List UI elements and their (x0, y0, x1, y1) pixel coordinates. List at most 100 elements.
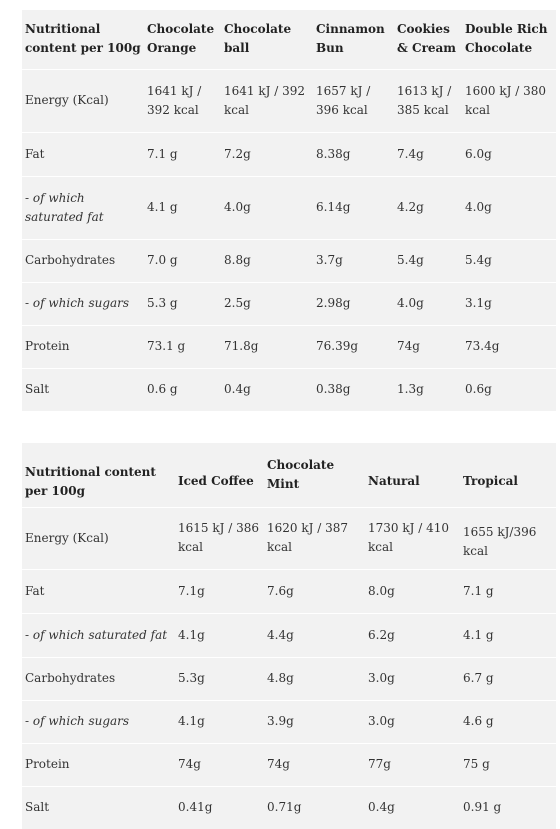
nutrition-table-1: Nutritional content per 100g Chocolate O… (22, 10, 556, 411)
table-cell: 74g (175, 742, 264, 786)
table-cell: 71.8g (221, 324, 313, 368)
table-row: - of which sugars 5.3 g 2.5g 2.98g 4.0g … (22, 281, 556, 325)
table-row: Fat 7.1 g 7.2g 8.38g 7.4g 6.0g (22, 131, 556, 176)
table-cell: 5.3 g (144, 281, 221, 325)
table-cell: 77g (365, 742, 460, 786)
table-cell: 4.0g (462, 175, 556, 239)
table-cell: 6.0g (462, 131, 556, 176)
table-row: - of which saturated fat 4.1g 4.4g 6.2g … (22, 612, 556, 657)
table-cell: 73.4g (462, 324, 556, 368)
header-natural: Natural (368, 474, 420, 489)
row-label: - of which saturated fat (22, 612, 175, 657)
table-cell: 1615 kJ / 386 kcal (175, 506, 264, 569)
table-cell: 1.3g (394, 367, 462, 411)
row-label: Fat (22, 568, 175, 613)
table-cell: 3.0g (365, 656, 460, 700)
table-cell: 7.1 g (460, 568, 556, 613)
header-nutrient: Nutritional content per 100g (25, 22, 141, 56)
row-label: Fat (22, 131, 144, 176)
table-cell: 0.91 g (460, 785, 556, 829)
header-chocolate-ball: Chocolate ball (224, 22, 292, 56)
table-cell: 8.0g (365, 568, 460, 613)
table-cell: 74g (264, 742, 365, 786)
table-cell: 2.98g (313, 281, 394, 325)
table-row: Fat 7.1g 7.6g 8.0g 7.1 g (22, 568, 556, 613)
table-row: - of which saturated fat 4.1 g 4.0g 6.14… (22, 175, 556, 239)
table-cell: 4.1 g (144, 175, 221, 239)
table-cell: 0.4g (221, 367, 313, 411)
header-tropical: Tropical (463, 474, 518, 489)
row-label: - of which saturated fat (22, 175, 144, 239)
header-iced-coffee: Iced Coffee (178, 474, 254, 489)
table-cell: 6.7 g (460, 656, 556, 700)
table-cell: 4.6 g (460, 699, 556, 743)
row-label: Protein (22, 742, 175, 786)
row-label: Energy (Kcal) (22, 506, 175, 569)
table-row: Protein 73.1 g 71.8g 76.39g 74g 73.4g (22, 324, 556, 368)
table-cell: 0.41g (175, 785, 264, 829)
table-cell: 4.1g (175, 699, 264, 743)
table-cell: 4.0g (221, 175, 313, 239)
header-chocolate-mint: Chocolate Mint (267, 457, 335, 491)
row-label: Carbohydrates (22, 656, 175, 700)
table-row: Salt 0.41g 0.71g 0.4g 0.91 g (22, 785, 556, 829)
table-cell: 0.4g (365, 785, 460, 829)
table-cell: 7.1g (175, 568, 264, 613)
table-row: Carbohydrates 5.3g 4.8g 3.0g 6.7 g (22, 656, 556, 700)
row-label: Energy (Kcal) (22, 68, 144, 132)
table-cell: 1730 kJ / 410 kcal (365, 506, 460, 569)
table-cell: 76.39g (313, 324, 394, 368)
table-cell: 7.6g (264, 568, 365, 613)
table-cell: 8.8g (221, 238, 313, 282)
table-row: Carbohydrates 7.0 g 8.8g 3.7g 5.4g 5.4g (22, 238, 556, 282)
row-label: - of which sugars (22, 699, 175, 743)
table-cell: 1613 kJ / 385 kcal (394, 68, 462, 132)
table-cell: 0.6g (462, 367, 556, 411)
table-row: Energy (Kcal) 1641 kJ / 392 kcal 1641 kJ… (22, 68, 556, 132)
header-cinnamon-bun: Cinnamon Bun (316, 22, 385, 56)
table-cell: 5.4g (462, 238, 556, 282)
table-cell: 0.71g (264, 785, 365, 829)
table-cell: 3.7g (313, 238, 394, 282)
table-cell: 75 g (460, 742, 556, 786)
header-double-rich-chocolate: Double Rich Chocolate (465, 22, 548, 56)
table-cell: 7.2g (221, 131, 313, 176)
table-row: - of which sugars 4.1g 3.9g 3.0g 4.6 g (22, 699, 556, 743)
table-cell: 6.2g (365, 612, 460, 657)
table-cell: 3.1g (462, 281, 556, 325)
header-cookies-cream: Cookies & Cream (397, 22, 456, 56)
table-cell: 3.9g (264, 699, 365, 743)
header-row: Nutritional content per 100g Iced Coffee… (22, 443, 556, 507)
table-cell: 1655 kJ/396 kcal (460, 506, 556, 569)
row-label: Salt (22, 367, 144, 411)
table-cell: 0.6 g (144, 367, 221, 411)
table-cell: 3.0g (365, 699, 460, 743)
table-cell: 4.0g (394, 281, 462, 325)
table-cell: 1600 kJ / 380 kcal (462, 68, 556, 132)
row-label: Carbohydrates (22, 238, 144, 282)
table-row: Salt 0.6 g 0.4g 0.38g 1.3g 0.6g (22, 367, 556, 411)
table-cell: 1641 kJ / 392 kcal (144, 68, 221, 132)
row-label: Protein (22, 324, 144, 368)
table-cell: 4.2g (394, 175, 462, 239)
table-cell: 8.38g (313, 131, 394, 176)
table-cell: 7.0 g (144, 238, 221, 282)
table-cell: 7.4g (394, 131, 462, 176)
table-row: Protein 74g 74g 77g 75 g (22, 742, 556, 786)
header-row: Nutritional content per 100g Chocolate O… (22, 10, 556, 69)
nutrition-table-2: Nutritional content per 100g Iced Coffee… (22, 443, 556, 829)
table-cell: 5.4g (394, 238, 462, 282)
table-cell: 4.4g (264, 612, 365, 657)
row-label: Salt (22, 785, 175, 829)
table-cell: 1620 kJ / 387 kcal (264, 506, 365, 569)
header-chocolate-orange: Chocolate Orange (147, 22, 215, 56)
table-cell: 5.3g (175, 656, 264, 700)
table-cell: 1641 kJ / 392 kcal (221, 68, 313, 132)
header-nutrient: Nutritional content per 100g (25, 464, 156, 498)
table-cell: 4.1g (175, 612, 264, 657)
table-cell: 1657 kJ / 396 kcal (313, 68, 394, 132)
row-label: - of which sugars (22, 281, 144, 325)
table-cell: 74g (394, 324, 462, 368)
table-cell: 6.14g (313, 175, 394, 239)
